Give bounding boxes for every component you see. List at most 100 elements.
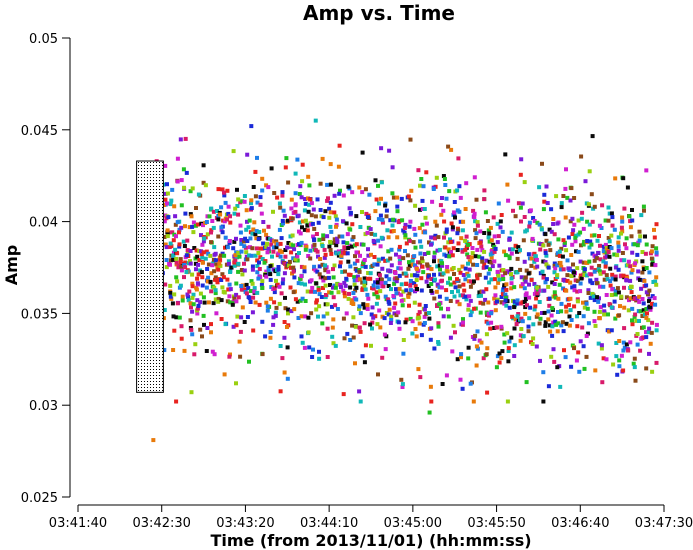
data-point xyxy=(614,354,619,359)
data-point xyxy=(412,300,417,305)
data-point xyxy=(643,234,647,239)
data-point xyxy=(355,274,360,279)
data-point xyxy=(318,181,323,186)
data-point xyxy=(271,315,276,320)
data-point xyxy=(300,296,305,301)
data-point xyxy=(418,375,423,380)
data-point xyxy=(613,316,618,321)
data-point xyxy=(201,163,206,168)
data-point xyxy=(608,279,613,284)
data-point xyxy=(246,286,251,291)
data-point xyxy=(461,317,465,322)
data-point xyxy=(516,201,521,206)
data-point xyxy=(236,197,241,202)
data-point xyxy=(416,312,421,317)
data-point xyxy=(342,294,347,299)
data-point xyxy=(461,219,466,224)
data-point xyxy=(408,219,413,224)
data-point xyxy=(335,307,340,311)
data-point xyxy=(566,266,571,271)
data-point xyxy=(408,137,413,142)
data-point xyxy=(366,271,371,275)
data-point xyxy=(397,258,402,262)
data-point xyxy=(249,201,253,206)
data-point xyxy=(169,244,174,249)
data-point xyxy=(515,301,520,306)
data-point xyxy=(559,323,564,328)
selection-box[interactable] xyxy=(136,160,164,393)
data-point xyxy=(248,236,253,241)
data-point xyxy=(609,211,614,216)
data-point xyxy=(543,320,548,325)
data-point xyxy=(272,286,277,291)
data-point xyxy=(243,236,248,241)
data-point xyxy=(281,277,286,282)
data-point xyxy=(590,281,595,286)
data-point xyxy=(563,355,568,360)
data-point xyxy=(369,231,374,236)
data-point xyxy=(427,240,431,245)
data-point xyxy=(174,275,179,280)
data-point xyxy=(198,327,203,332)
data-point xyxy=(251,227,256,232)
data-point xyxy=(632,242,637,247)
data-point xyxy=(250,281,255,286)
data-point xyxy=(335,236,340,241)
data-point xyxy=(200,334,204,339)
data-point xyxy=(320,321,325,326)
data-point xyxy=(303,299,308,303)
data-point xyxy=(316,314,320,319)
data-point xyxy=(397,244,402,249)
data-point xyxy=(408,198,413,203)
data-point xyxy=(218,212,223,217)
data-point xyxy=(396,320,401,325)
data-point xyxy=(621,176,626,181)
data-point xyxy=(223,200,228,205)
data-point xyxy=(464,234,469,239)
data-point xyxy=(264,232,269,237)
data-point xyxy=(328,162,333,167)
data-point xyxy=(205,326,210,330)
data-point xyxy=(277,201,282,206)
data-point xyxy=(379,281,384,286)
data-point xyxy=(396,220,401,225)
data-point xyxy=(376,372,380,377)
data-point xyxy=(483,275,488,280)
data-point xyxy=(242,261,246,266)
data-point xyxy=(164,265,169,270)
data-point xyxy=(534,314,539,319)
data-point xyxy=(549,313,554,318)
data-point xyxy=(270,254,274,259)
data-point xyxy=(566,235,571,240)
data-point xyxy=(534,344,539,349)
data-point xyxy=(610,287,615,292)
data-point xyxy=(283,261,288,266)
data-point xyxy=(204,249,209,254)
data-point xyxy=(219,278,224,282)
data-point xyxy=(306,315,311,320)
data-point xyxy=(642,278,647,283)
data-point xyxy=(484,287,489,292)
data-point xyxy=(243,287,248,292)
data-point xyxy=(396,310,401,315)
data-point xyxy=(632,314,637,319)
data-point xyxy=(393,271,398,276)
data-point xyxy=(524,380,529,385)
data-point xyxy=(322,255,327,260)
data-point xyxy=(323,276,328,281)
data-point xyxy=(559,205,564,210)
data-point xyxy=(561,238,566,243)
data-point xyxy=(404,317,409,322)
data-point xyxy=(585,219,590,224)
data-point xyxy=(190,281,195,286)
data-point xyxy=(531,336,536,341)
data-point xyxy=(457,284,462,289)
data-point xyxy=(295,254,300,259)
data-point xyxy=(233,206,238,211)
data-point xyxy=(375,322,380,327)
data-point xyxy=(619,231,623,236)
data-point xyxy=(378,213,383,218)
data-point xyxy=(499,324,504,329)
data-point xyxy=(422,252,427,256)
data-point xyxy=(497,277,502,282)
